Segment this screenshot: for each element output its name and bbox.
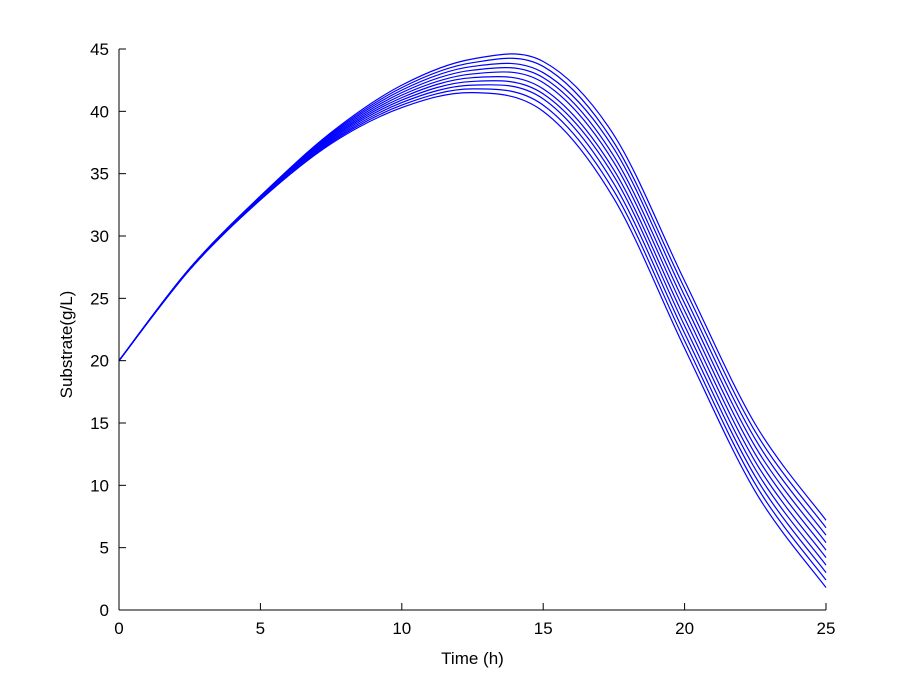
x-tick-label: 5	[256, 619, 265, 638]
y-tick-label: 10	[90, 476, 109, 495]
y-tick-label: 25	[90, 289, 109, 308]
x-tick-label: 25	[817, 619, 836, 638]
y-tick-label: 20	[90, 352, 109, 371]
y-tick-label: 0	[100, 601, 109, 620]
series-line-6	[118, 71, 827, 551]
y-tick-label: 30	[90, 227, 109, 246]
series-line-5	[118, 75, 827, 558]
series-line-1	[118, 92, 827, 588]
series-line-7	[118, 66, 827, 544]
y-tick-label: 35	[90, 165, 109, 184]
series-line-10	[118, 53, 827, 521]
y-tick-label: 15	[90, 414, 109, 433]
axes-group: 0 5 10 15 20 25 0 5 10 15 20 25 30 35 40 45	[90, 40, 835, 638]
series-line-9	[118, 57, 827, 529]
y-tick-label: 40	[90, 102, 109, 121]
series-group	[118, 53, 827, 588]
x-axis-label: Time (h)	[441, 649, 504, 668]
x-tick-label: 10	[392, 619, 411, 638]
y-tick-label: 45	[90, 40, 109, 59]
x-tick-label: 15	[534, 619, 553, 638]
x-tick-label: 0	[114, 619, 123, 638]
series-line-8	[118, 62, 827, 536]
y-tick-label: 5	[100, 539, 109, 558]
x-tick-label: 20	[675, 619, 694, 638]
y-axis-label: Substrate(g/L)	[57, 291, 76, 399]
series-line-2	[118, 88, 827, 581]
series-line-3	[118, 84, 827, 573]
series-line-4	[118, 80, 827, 566]
